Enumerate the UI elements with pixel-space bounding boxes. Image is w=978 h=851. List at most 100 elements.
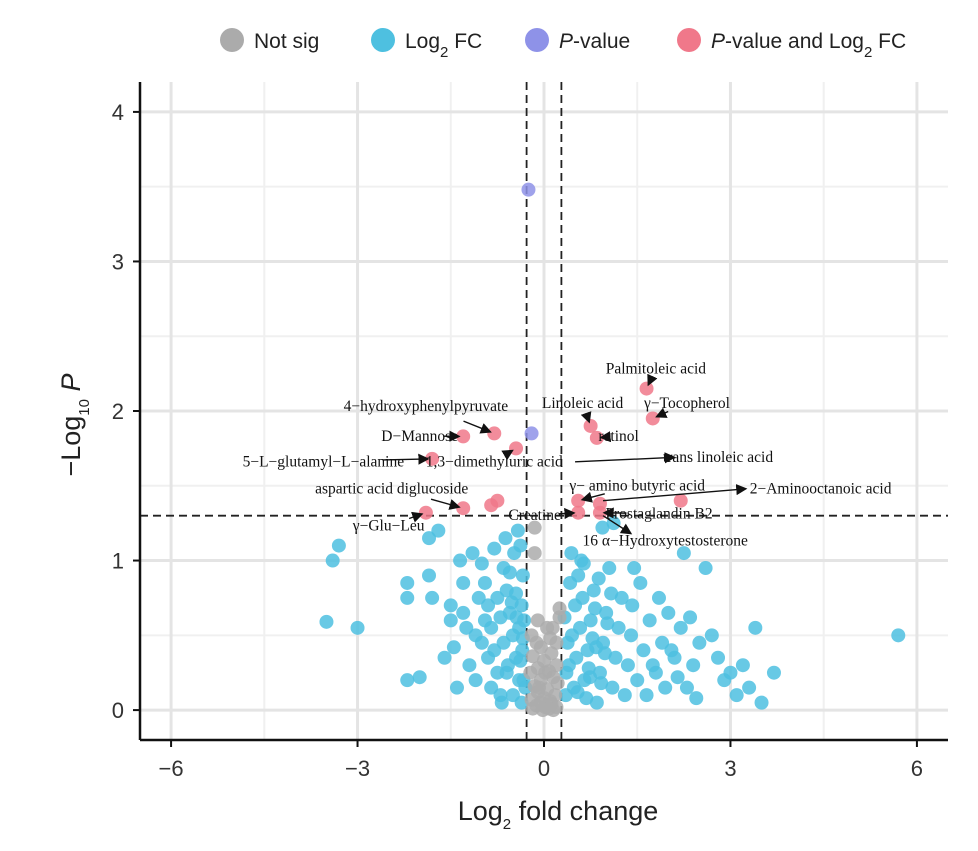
point-fc — [692, 635, 707, 650]
point-both — [645, 411, 660, 426]
point-fc — [437, 650, 452, 665]
x-tick-label: 6 — [911, 756, 923, 781]
point-fc — [614, 590, 629, 605]
point-ns — [549, 635, 564, 650]
legend-item-p: P-value — [525, 28, 630, 53]
annotation-arrow — [655, 407, 669, 418]
point-fc — [617, 688, 632, 703]
point-fc — [639, 688, 654, 703]
point-fc — [412, 670, 427, 685]
x-title-subscript: 2 — [503, 816, 511, 833]
point-fc — [425, 590, 440, 605]
annotation: Prostaglandin B2 — [602, 506, 713, 523]
legend-swatch — [677, 28, 701, 52]
point-fc — [611, 620, 626, 635]
x-title-main: Log — [458, 796, 503, 826]
point-fc — [766, 665, 781, 680]
x-tick-label: −3 — [345, 756, 370, 781]
point-fc — [449, 680, 464, 695]
legend-label: P-value — [559, 30, 630, 53]
legend-item-ns: Not sig — [220, 28, 319, 53]
point-fc — [625, 598, 640, 613]
point-fc — [582, 670, 597, 685]
annotation-arrow — [647, 373, 658, 387]
legend-label-part: -value and Log — [725, 30, 864, 53]
point-fc — [474, 635, 489, 650]
point-both — [487, 426, 502, 441]
legend-swatch — [525, 28, 549, 52]
point-both — [484, 498, 499, 513]
point-fc — [487, 541, 502, 556]
point-fc — [591, 571, 606, 586]
point-fc — [602, 561, 617, 576]
legend-label-part: Not sig — [254, 30, 319, 53]
point-fc — [594, 676, 609, 691]
point-fc — [651, 590, 666, 605]
legend-label: Log2 FC — [405, 30, 482, 61]
legend-label-part: 2 — [440, 44, 448, 61]
legend-label-part: 2 — [864, 44, 872, 61]
point-fc — [468, 673, 483, 688]
point-fc — [686, 658, 701, 673]
annotation-arrow — [463, 420, 492, 434]
annotation-label: 1,3−dimethyluric acid — [426, 453, 563, 470]
annotation-arrow — [383, 453, 430, 465]
point-fc — [490, 590, 505, 605]
y-title-subscript: 10 — [76, 399, 93, 416]
annotation-label: Creatine — [508, 507, 561, 524]
legend-label-part: P — [711, 30, 725, 53]
point-fc — [477, 575, 492, 590]
y-tick-label: 2 — [112, 399, 124, 424]
annotation: retinol — [598, 428, 638, 445]
annotation-arrow — [501, 449, 514, 461]
point-ns — [527, 520, 542, 535]
point-fc — [446, 640, 461, 655]
annotation-label: γ− amino butyric acid — [568, 477, 705, 494]
point-fc — [493, 610, 508, 625]
point-fc — [400, 673, 415, 688]
legend-label-part: Log — [405, 30, 440, 53]
point-p — [521, 182, 536, 197]
point-fc — [729, 688, 744, 703]
annotation-label: 2−Aminooctanoic acid — [750, 480, 892, 497]
point-both — [456, 501, 471, 516]
point-fc — [670, 670, 685, 685]
annotation-label: 5−L−glutamyl−L−alanine — [243, 453, 405, 470]
point-fc — [484, 680, 499, 695]
annotation-arrow — [430, 498, 461, 510]
point-fc — [443, 613, 458, 628]
point-ns — [545, 620, 560, 635]
point-fc — [560, 635, 575, 650]
point-fc — [683, 610, 698, 625]
point-fc — [400, 590, 415, 605]
point-fc — [735, 658, 750, 673]
point-fc — [589, 695, 604, 710]
point-fc — [645, 658, 660, 673]
point-fc — [514, 598, 529, 613]
tick-labels: −6 −3 0 3 6 0 1 2 3 4 — [112, 100, 923, 781]
legend-label: P-value and Log2 FC — [711, 30, 906, 61]
point-fc — [325, 553, 340, 568]
annotation: Palmitoleic acid — [606, 361, 706, 387]
point-fc — [564, 546, 579, 561]
point-fc — [505, 688, 520, 703]
y-tick-label: 3 — [112, 249, 124, 274]
point-fc — [569, 650, 584, 665]
point-fc — [431, 523, 446, 538]
legend-item-fc: Log2 FC — [371, 28, 482, 61]
point-fc — [627, 561, 642, 576]
point-fc — [583, 613, 598, 628]
point-fc — [587, 601, 602, 616]
point-fc — [689, 691, 704, 706]
annotation-arrow — [575, 452, 676, 464]
point-fc — [515, 643, 530, 658]
annotation: γ− amino butyric acid — [568, 477, 705, 503]
point-ns — [523, 665, 538, 680]
point-fc — [443, 598, 458, 613]
annotation-label: 16 α−Hydroxytestosterone — [583, 533, 748, 550]
point-ns — [550, 676, 565, 691]
point-ns — [530, 613, 545, 628]
point-fc — [642, 613, 657, 628]
annotation-label: D−Mannose — [381, 428, 458, 445]
